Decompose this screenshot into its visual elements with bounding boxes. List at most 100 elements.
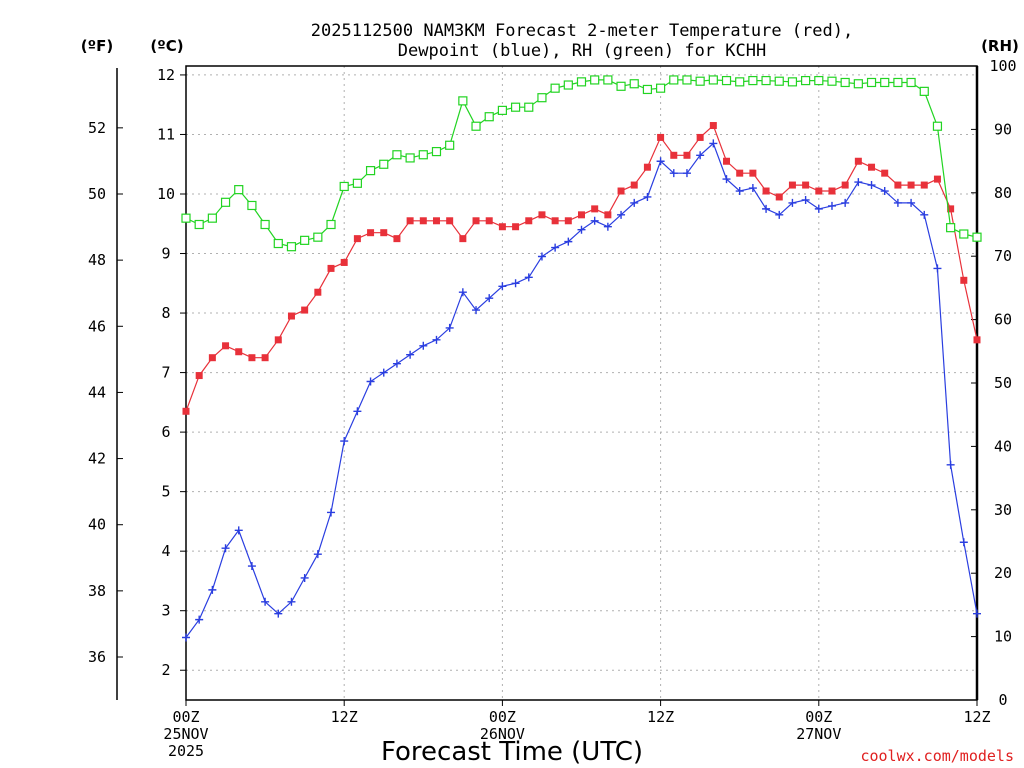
- temperature-point: [709, 122, 717, 130]
- fahrenheit-tick-label: 50: [88, 185, 106, 203]
- x-tick-label: 00Z: [489, 708, 516, 726]
- temperature-point: [248, 354, 256, 362]
- dewpoint-point: [261, 597, 270, 606]
- dewpoint-point: [946, 460, 955, 469]
- celsius-unit-label: (ºC): [150, 37, 183, 55]
- dewpoint-series: [182, 139, 981, 642]
- x-tick-label: 27NOV: [796, 725, 841, 743]
- rh-tick-label: 0: [998, 691, 1007, 709]
- temperature-point: [406, 217, 414, 225]
- temperature-point: [551, 217, 559, 225]
- temperature-point: [947, 205, 955, 213]
- rh-tick-label: 100: [989, 57, 1016, 75]
- tick-labels: 2 3 4 5 6 7 8 9 10 11 12 36 38 40 42 44 46 48 50 52 0 10 20 30 4…: [88, 57, 1017, 760]
- dewpoint-point: [313, 550, 322, 559]
- rh-point: [405, 153, 415, 163]
- fahrenheit-tick-label: 44: [88, 383, 106, 401]
- dewpoint-point: [300, 573, 309, 582]
- fahrenheit-tick-label: 42: [88, 450, 106, 468]
- dewpoint-point: [801, 195, 810, 204]
- celsius-tick-label: 11: [157, 125, 175, 143]
- temperature-point: [973, 336, 981, 344]
- rh-point: [563, 80, 573, 90]
- rh-unit-label: (RH): [981, 37, 1019, 55]
- dewpoint-point: [762, 204, 771, 213]
- dewpoint-point: [182, 633, 190, 642]
- dewpoint-point: [392, 359, 401, 368]
- rh-point: [352, 178, 362, 188]
- rh-tick-label: 30: [994, 501, 1012, 519]
- temperature-point: [630, 181, 638, 189]
- dewpoint-point: [617, 210, 626, 219]
- dewpoint-point: [353, 407, 362, 416]
- celsius-tick-label: 8: [161, 304, 170, 322]
- dewpoint-point: [432, 335, 441, 344]
- dewpoint-point: [234, 526, 243, 535]
- temperature-point: [696, 133, 704, 141]
- dewpoint-point: [682, 169, 691, 178]
- rh-point: [576, 77, 587, 87]
- temperature-point: [538, 211, 546, 219]
- celsius-tick-label: 12: [157, 66, 175, 84]
- temperature-point: [393, 235, 401, 243]
- temperature-point: [301, 306, 309, 314]
- dewpoint-point: [379, 368, 388, 377]
- temperature-point: [736, 169, 744, 177]
- rh-point: [247, 200, 257, 211]
- temperature-point: [854, 157, 862, 165]
- rh-point: [682, 75, 692, 85]
- temperature-point: [762, 187, 770, 195]
- plot-frame: [116, 65, 979, 706]
- dewpoint-point: [973, 609, 981, 618]
- dewpoint-point: [221, 544, 230, 553]
- series-group: [181, 75, 982, 642]
- rh-point: [510, 102, 521, 112]
- dewpoint-point: [498, 282, 507, 291]
- x-tick-label: 12Z: [331, 708, 358, 726]
- rh-point: [194, 219, 204, 230]
- rh-point: [748, 75, 758, 86]
- dewpoint-point: [406, 350, 415, 359]
- rh-tick-label: 90: [994, 120, 1012, 138]
- dewpoint-point: [959, 538, 968, 547]
- dewpoint-point: [775, 210, 784, 219]
- watermark: coolwx.com/models: [860, 747, 1014, 765]
- rh-point: [972, 232, 982, 242]
- dewpoint-point: [366, 377, 375, 386]
- temperature-point: [828, 187, 836, 195]
- dewpoint-point: [603, 222, 612, 231]
- rh-point: [484, 112, 494, 122]
- rh-point: [721, 75, 732, 86]
- dewpoint-point: [643, 192, 652, 201]
- rh-point: [906, 77, 916, 88]
- temperature-point: [287, 312, 295, 320]
- temperature-point: [788, 181, 796, 189]
- temperature-point: [643, 163, 651, 171]
- temperature-point: [498, 223, 506, 231]
- temperature-point: [485, 217, 493, 225]
- temperature-point: [446, 217, 454, 225]
- temperature-point: [802, 181, 810, 189]
- temperature-point: [222, 342, 230, 350]
- temperature-point: [775, 193, 783, 201]
- dewpoint-point: [656, 157, 665, 166]
- dewpoint-point: [814, 204, 823, 213]
- rh-point: [286, 242, 297, 252]
- dewpoint-point: [788, 198, 797, 207]
- temperature-point: [182, 407, 190, 415]
- rh-point: [774, 76, 784, 86]
- fahrenheit-tick-label: 40: [88, 516, 106, 534]
- rh-point: [708, 75, 718, 85]
- dewpoint-point: [287, 597, 296, 606]
- rh-point: [207, 213, 217, 223]
- rh-series: [181, 75, 982, 252]
- rh-tick-label: 80: [994, 184, 1012, 202]
- dewpoint-point: [854, 178, 863, 187]
- rh-tick-label: 10: [994, 628, 1012, 646]
- rh-point: [669, 75, 679, 85]
- rh-point: [365, 166, 376, 176]
- fahrenheit-tick-label: 48: [88, 251, 106, 269]
- temperature-point: [380, 229, 388, 237]
- dewpoint-point: [735, 187, 744, 196]
